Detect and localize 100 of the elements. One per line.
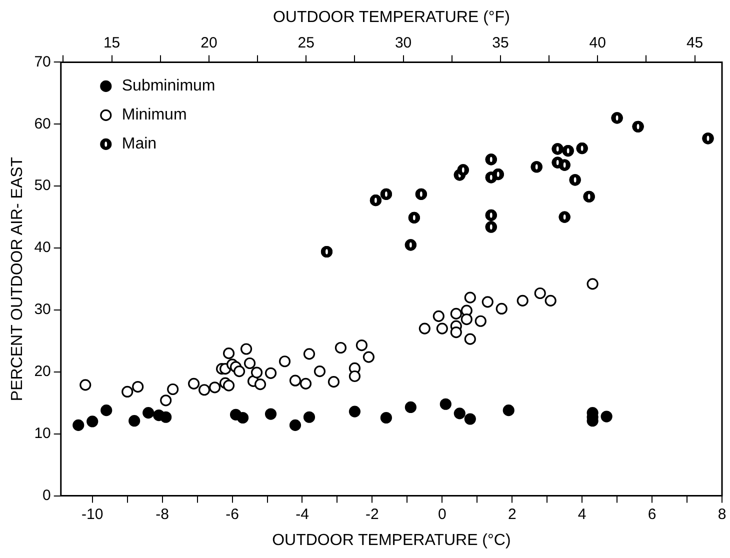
y-tick-label: 60 (34, 115, 51, 132)
x2-tick-label: 35 (492, 34, 509, 52)
point (562, 144, 574, 157)
point (240, 343, 252, 355)
y-tick-label: 10 (34, 425, 51, 442)
point (611, 112, 623, 124)
point (450, 308, 462, 320)
point (454, 408, 466, 420)
point (544, 294, 556, 306)
point (233, 365, 246, 378)
x-tick-label: 2 (508, 506, 516, 523)
point (492, 168, 504, 180)
point (418, 322, 430, 334)
x-tick-label: 0 (438, 506, 446, 523)
y-tick-label: 0 (42, 486, 51, 504)
legend-label: Minimum (122, 106, 187, 124)
point (80, 379, 92, 391)
point (328, 376, 340, 388)
point (516, 294, 528, 306)
x2-tick-label: 25 (298, 34, 314, 52)
point (586, 278, 598, 290)
point (569, 174, 581, 186)
point (314, 365, 326, 378)
point (464, 413, 476, 425)
point (534, 287, 546, 300)
point (362, 351, 375, 363)
y-tick-label: 20 (34, 363, 51, 380)
x2-axis-title: OUTDOOR TEMPERATURE (°F) (272, 9, 510, 26)
point (132, 380, 144, 393)
point (485, 221, 497, 233)
point (160, 394, 172, 406)
point (188, 378, 200, 390)
x-tick-label: -10 (82, 506, 104, 523)
point (244, 357, 256, 370)
point (128, 415, 140, 427)
point (303, 348, 316, 360)
point (415, 188, 427, 200)
point (208, 382, 221, 394)
point (485, 154, 497, 166)
point (142, 406, 154, 419)
point (236, 412, 249, 424)
y-tick-label: 30 (34, 301, 51, 318)
point (432, 310, 444, 322)
point (474, 315, 486, 327)
point (702, 132, 714, 144)
point (167, 383, 179, 396)
point (380, 188, 392, 200)
x2-tick-label: 30 (394, 34, 412, 52)
point (250, 366, 263, 378)
point (440, 398, 452, 410)
point (320, 246, 333, 258)
y-axis-title: PERCENT OUTDOOR AIR- EAST (9, 156, 26, 402)
point (464, 333, 476, 345)
point (303, 411, 316, 423)
point (530, 161, 542, 173)
x-tick-label: -4 (296, 506, 309, 523)
point (632, 120, 644, 132)
y-tick-label: 40 (34, 239, 51, 256)
point (583, 190, 595, 202)
point (160, 411, 172, 423)
point (464, 292, 476, 304)
point (457, 164, 469, 176)
point (264, 408, 277, 420)
x-tick-label: -2 (366, 506, 379, 523)
point (558, 211, 570, 223)
point (600, 410, 612, 422)
legend-label: Main (122, 136, 157, 153)
point (334, 342, 347, 354)
point (436, 322, 448, 334)
point (264, 367, 277, 379)
point (289, 419, 302, 431)
point (222, 380, 235, 392)
point (404, 401, 416, 414)
x2-tick-label: 40 (589, 34, 606, 52)
point (408, 212, 420, 224)
point (404, 239, 416, 251)
point (300, 378, 312, 390)
point (222, 348, 235, 360)
point (289, 374, 302, 386)
point (552, 143, 564, 155)
point (380, 412, 392, 424)
point (122, 386, 134, 398)
point (502, 404, 514, 416)
point (348, 370, 361, 382)
point (450, 326, 462, 338)
point (100, 404, 112, 416)
point (485, 209, 497, 221)
legend-label: Subminimum (122, 78, 216, 95)
x2-tick-label: 15 (103, 34, 120, 52)
x-tick-label: 6 (648, 506, 656, 523)
x2-tick-label: 20 (200, 34, 218, 52)
y-tick-label: 70 (34, 53, 51, 70)
point (86, 416, 98, 428)
x-axis-title: OUTDOOR TEMPERATURE (°C) (272, 532, 511, 549)
x-tick-label: -6 (226, 506, 239, 523)
point (558, 159, 570, 171)
point (348, 406, 361, 418)
point (278, 356, 291, 368)
x2-tick-label: 45 (686, 34, 704, 52)
point (460, 313, 472, 326)
